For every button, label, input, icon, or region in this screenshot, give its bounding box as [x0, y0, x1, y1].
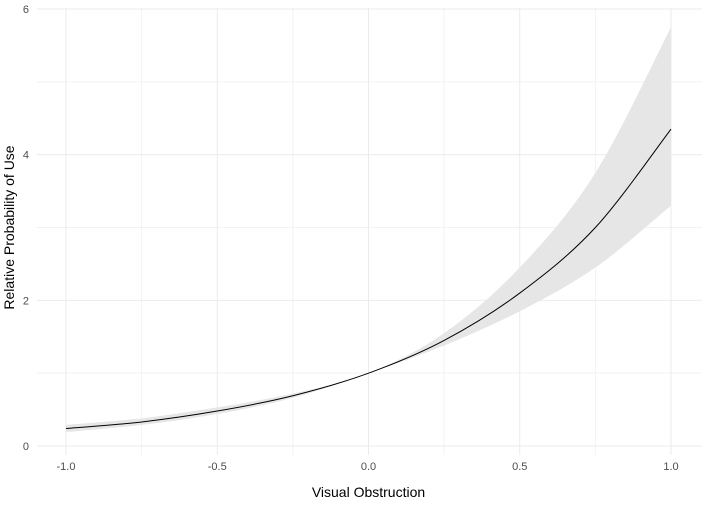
y-axis-title: Relative Probability of Use — [1, 145, 17, 309]
x-tick-label: 0.5 — [512, 461, 527, 473]
x-axis-title: Visual Obstruction — [312, 484, 425, 500]
x-tick-label: -0.5 — [208, 461, 227, 473]
x-tick-labels: -1.0 -0.5 0.0 0.5 1.0 — [57, 461, 679, 473]
series-line — [65, 128, 672, 430]
y-tick-label: 0 — [23, 441, 29, 453]
y-tick-label: 6 — [23, 4, 29, 16]
y-tick-label: 4 — [23, 150, 29, 162]
y-tick-label: 2 — [23, 295, 29, 307]
y-tick-labels: 0 2 4 6 — [23, 4, 29, 453]
x-tick-label: -1.0 — [57, 461, 76, 473]
x-tick-label: 1.0 — [663, 461, 678, 473]
x-tick-label: 0.0 — [361, 461, 376, 473]
